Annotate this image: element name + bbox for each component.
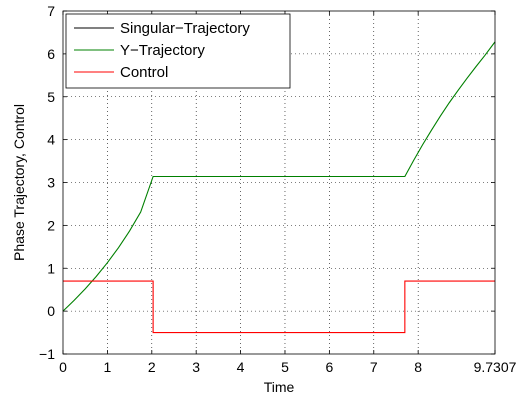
- x-tick-label: 1: [103, 359, 111, 375]
- legend-label: Singular−Trajectory: [120, 20, 250, 37]
- legend: Singular−Trajectory Y−Trajectory Control: [65, 13, 291, 89]
- series-line: [63, 280, 495, 334]
- x-tick-label: 8: [414, 359, 422, 375]
- legend-label: Y−Trajectory: [120, 42, 205, 59]
- y-tick-label: 5: [47, 89, 55, 105]
- x-tick-label: 6: [325, 359, 333, 375]
- series-line: [62, 41, 496, 312]
- x-axis-label: Time: [264, 379, 295, 395]
- legend-box: [65, 13, 291, 89]
- y-tick-label: 1: [47, 260, 55, 276]
- x-tick-label: 5: [281, 359, 289, 375]
- y-tick-label: 2: [47, 217, 55, 233]
- x-tick-label: 3: [192, 359, 200, 375]
- x-tick-label: 7: [370, 359, 378, 375]
- y-tick-label: 6: [47, 46, 55, 62]
- y-axis-label: Phase Trajectory, Control: [11, 104, 27, 261]
- y-tick-label: 0: [47, 303, 55, 319]
- grid: [63, 11, 495, 354]
- y-tick-label: 4: [47, 132, 55, 148]
- y-tick-label: −1: [39, 346, 55, 362]
- ticks: [62, 10, 496, 355]
- x-tick-label: 4: [237, 359, 245, 375]
- x-tick-label: 2: [148, 359, 156, 375]
- legend-label: Control: [120, 64, 168, 81]
- y-tick-label: 7: [47, 3, 55, 19]
- y-tick-label: 3: [47, 175, 55, 191]
- x-tick-label: 0: [59, 359, 67, 375]
- series-layer: [62, 41, 496, 334]
- x-tick-label: 9.7307: [474, 359, 517, 375]
